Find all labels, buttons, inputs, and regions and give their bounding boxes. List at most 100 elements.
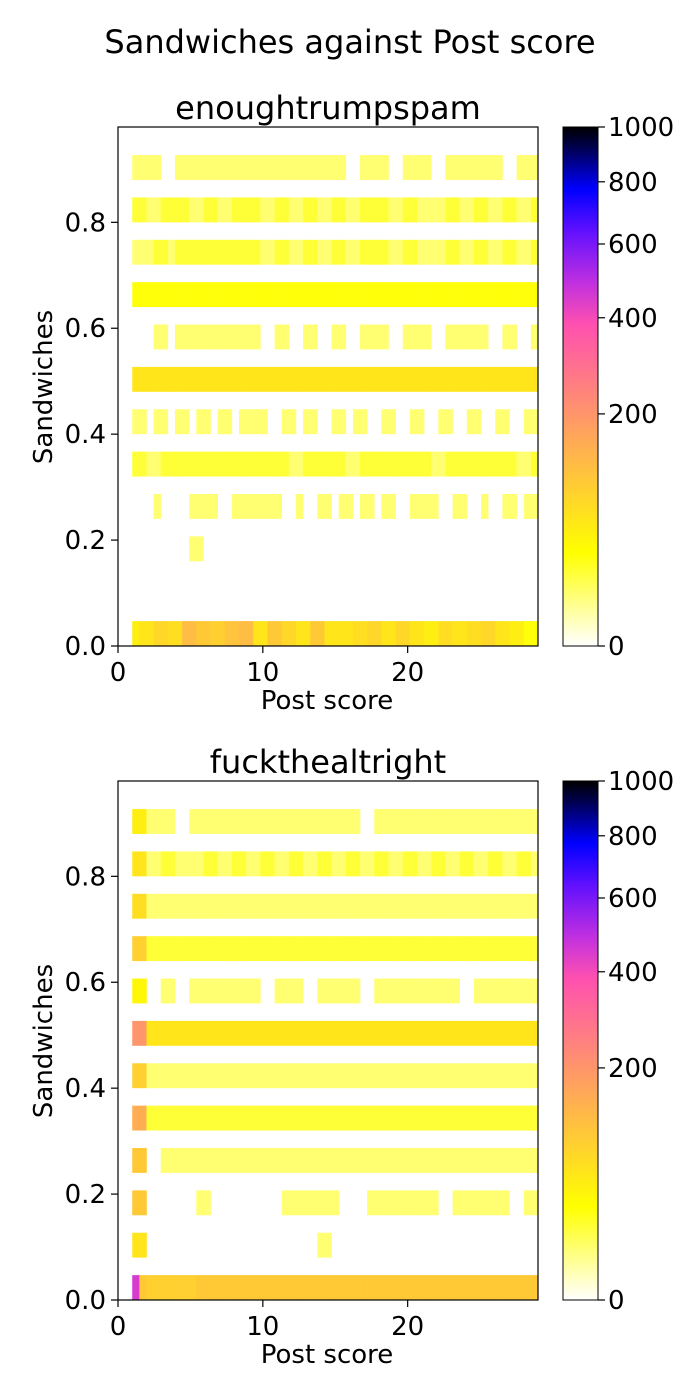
- heatmap-cell: [466, 366, 475, 392]
- heatmap-cell: [132, 621, 140, 646]
- heatmap-cell: [132, 1148, 140, 1173]
- heatmap-cell: [260, 1105, 268, 1131]
- heatmap-cell: [174, 851, 183, 877]
- colorbar-tick-label: 400: [608, 958, 658, 988]
- heatmap-cell: [416, 1275, 425, 1300]
- heatmap-cell: [523, 1105, 532, 1131]
- heatmap-cell: [452, 1190, 460, 1216]
- heatmap-cell: [374, 1148, 382, 1173]
- heatmap-cell: [260, 1148, 268, 1173]
- heatmap-cell: [395, 1190, 404, 1216]
- heatmap-cell: [295, 451, 304, 477]
- heatmap-cell: [360, 1063, 368, 1089]
- heatmap-cell: [281, 197, 290, 223]
- heatmap-cell: [367, 324, 375, 350]
- heatmap-cell: [274, 324, 283, 350]
- heatmap-cell: [253, 1148, 261, 1173]
- heatmap-cell: [409, 239, 418, 265]
- heatmap-cell: [360, 324, 368, 350]
- heatmap-cell: [360, 155, 368, 180]
- heatmap-cell: [288, 1063, 297, 1089]
- y-tick-label: 0.6: [65, 314, 106, 344]
- heatmap-cell: [189, 366, 197, 392]
- heatmap-cell: [459, 621, 468, 646]
- heatmap-cell: [160, 893, 169, 919]
- heatmap-cell: [224, 809, 233, 834]
- heatmap-cell: [274, 621, 283, 646]
- heatmap-cell: [360, 239, 368, 265]
- heatmap-cell: [502, 893, 510, 919]
- heatmap-cell: [153, 324, 162, 350]
- heatmap-cell: [153, 893, 162, 919]
- heatmap-cell: [452, 494, 460, 519]
- heatmap-cell: [317, 197, 325, 223]
- heatmap-cell: [431, 494, 439, 519]
- heatmap-cell: [424, 978, 432, 1004]
- heatmap-cell: [452, 1063, 460, 1089]
- heatmap-cell: [345, 239, 354, 265]
- heatmap-cell: [160, 324, 169, 350]
- heatmap-cell: [502, 366, 510, 392]
- colorbar-tick-label: 0: [608, 1286, 625, 1316]
- heatmap-cell: [509, 1275, 517, 1300]
- heatmap-cell: [317, 366, 325, 392]
- heatmap-cell: [402, 1063, 411, 1089]
- heatmap-cell: [495, 1105, 503, 1131]
- y-tick-label: 0.6: [65, 968, 106, 998]
- heatmap-cell: [260, 451, 268, 477]
- heatmap-cell: [502, 1063, 510, 1089]
- heatmap-cell: [395, 936, 404, 962]
- heatmap-cell: [488, 809, 496, 834]
- heatmap-cell: [160, 1020, 169, 1046]
- heatmap-cell: [217, 1020, 226, 1046]
- colorbar-tick-label: 800: [608, 168, 658, 198]
- heatmap-cell: [224, 978, 233, 1004]
- heatmap-cell: [210, 366, 218, 392]
- heatmap-cell: [424, 494, 432, 519]
- heatmap-cell: [331, 282, 339, 308]
- heatmap-cell: [310, 809, 318, 834]
- heatmap-cell: [174, 409, 183, 435]
- heatmap-cell: [139, 451, 147, 477]
- heatmap-cell: [281, 1105, 290, 1131]
- heatmap-cell: [253, 851, 261, 877]
- heatmap-cell: [409, 324, 418, 350]
- heatmap-cell: [374, 239, 382, 265]
- heatmap-cell: [516, 1105, 525, 1131]
- heatmap-cell: [160, 239, 169, 265]
- heatmap-cell: [530, 197, 539, 223]
- heatmap-cell: [146, 451, 154, 477]
- heatmap-cell: [295, 366, 304, 392]
- heatmap-cell: [338, 494, 347, 519]
- heatmap-cell: [274, 451, 283, 477]
- heatmap-cell: [481, 621, 489, 646]
- heatmap-cell: [160, 978, 169, 1004]
- heatmap-cell: [374, 366, 382, 392]
- heatmap-cell: [246, 494, 254, 519]
- heatmap-cell: [167, 936, 176, 962]
- heatmap-cell: [466, 239, 475, 265]
- heatmap-cell: [409, 1063, 418, 1089]
- heatmap-cell: [374, 978, 382, 1004]
- heatmap-cell: [231, 1020, 240, 1046]
- heatmap-cell: [367, 621, 375, 646]
- heatmap-cell: [253, 1105, 261, 1131]
- heatmap-cell: [409, 1148, 418, 1173]
- heatmap-cell: [203, 197, 211, 223]
- heatmap-cell: [146, 366, 154, 392]
- heatmap-cell: [402, 851, 411, 877]
- heatmap-cell: [481, 851, 489, 877]
- heatmap-cell: [481, 1148, 489, 1173]
- heatmap-cell: [132, 366, 140, 392]
- heatmap-cell: [303, 366, 311, 392]
- heatmap-cell: [473, 1020, 482, 1046]
- heatmap-cell: [253, 451, 261, 477]
- heatmap-cell: [523, 239, 532, 265]
- heatmap-cell: [196, 621, 204, 646]
- heatmap-cell: [253, 366, 261, 392]
- heatmap-cell: [295, 621, 304, 646]
- heatmap-cell: [224, 451, 233, 477]
- heatmap-cell: [395, 1148, 404, 1173]
- heatmap-cell: [445, 197, 453, 223]
- heatmap-cell: [438, 621, 446, 646]
